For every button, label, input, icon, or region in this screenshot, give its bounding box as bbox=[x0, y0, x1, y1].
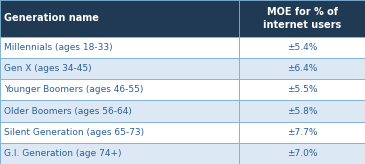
Bar bbox=[0, 143, 239, 164]
Bar bbox=[239, 100, 365, 122]
Text: Older Boomers (ages 56-64): Older Boomers (ages 56-64) bbox=[4, 107, 132, 116]
Bar bbox=[239, 122, 365, 143]
Text: ±7.7%: ±7.7% bbox=[287, 128, 317, 137]
Bar bbox=[0, 79, 239, 100]
Text: Silent Generation (ages 65-73): Silent Generation (ages 65-73) bbox=[4, 128, 145, 137]
Bar bbox=[239, 0, 365, 37]
Text: ±5.8%: ±5.8% bbox=[287, 107, 317, 116]
Bar bbox=[239, 143, 365, 164]
Text: MOE for % of
internet users: MOE for % of internet users bbox=[263, 7, 341, 30]
Text: Millennials (ages 18-33): Millennials (ages 18-33) bbox=[4, 43, 113, 52]
Bar bbox=[0, 122, 239, 143]
Text: ±5.4%: ±5.4% bbox=[287, 43, 317, 52]
Bar bbox=[0, 100, 239, 122]
Text: ±5.5%: ±5.5% bbox=[287, 85, 317, 94]
Text: Gen X (ages 34-45): Gen X (ages 34-45) bbox=[4, 64, 92, 73]
Text: Younger Boomers (ages 46-55): Younger Boomers (ages 46-55) bbox=[4, 85, 144, 94]
Bar bbox=[239, 58, 365, 79]
Bar bbox=[0, 37, 239, 58]
Text: ±6.4%: ±6.4% bbox=[287, 64, 317, 73]
Text: G.I. Generation (age 74+): G.I. Generation (age 74+) bbox=[4, 149, 122, 158]
Bar bbox=[239, 37, 365, 58]
Text: ±7.0%: ±7.0% bbox=[287, 149, 317, 158]
Bar bbox=[0, 0, 239, 37]
Text: Generation name: Generation name bbox=[4, 13, 99, 23]
Bar bbox=[0, 58, 239, 79]
Bar bbox=[239, 79, 365, 100]
